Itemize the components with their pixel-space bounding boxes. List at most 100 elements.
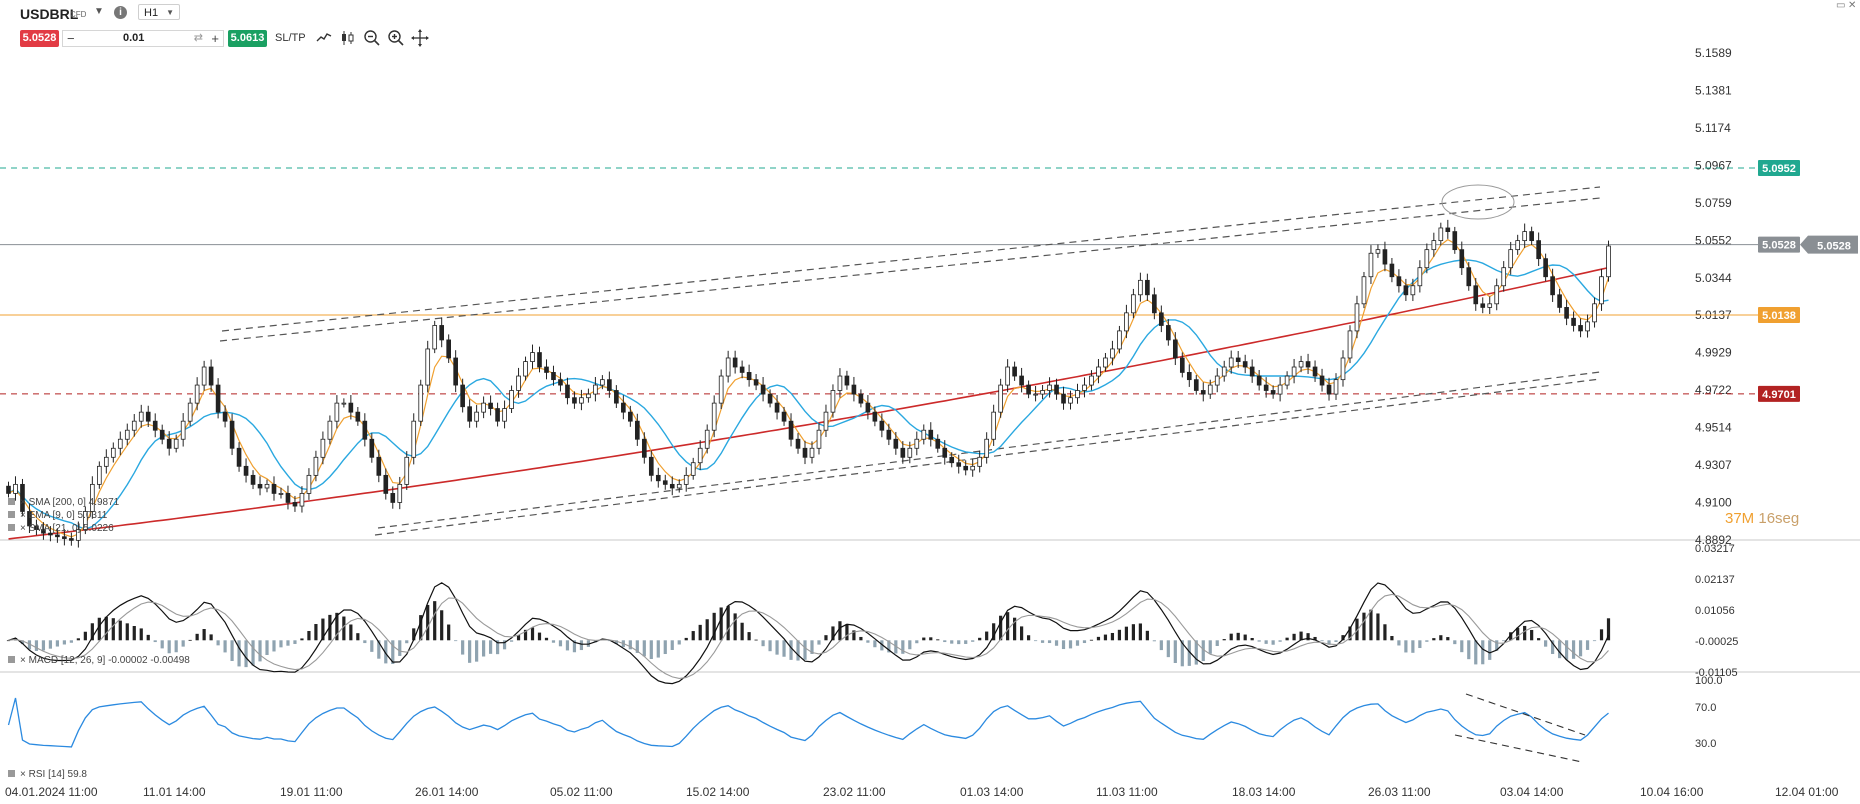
sell-button[interactable]: 5.0528 — [20, 30, 59, 47]
decrease-button[interactable]: − — [67, 31, 75, 46]
candle-body — [816, 429, 822, 449]
candle-body — [795, 438, 801, 449]
macd-histogram-bar — [1544, 640, 1548, 647]
candle-body — [1242, 361, 1248, 368]
macd-histogram-bar — [160, 640, 164, 649]
candle-body — [634, 420, 640, 440]
buy-button[interactable]: 5.0613 — [228, 30, 267, 47]
timeframe-select[interactable]: H1 ▼ — [138, 4, 180, 20]
candle-body — [1389, 263, 1395, 278]
candle-body — [921, 429, 927, 440]
macd-histogram-bar — [1061, 640, 1066, 650]
macd-histogram-bar — [1509, 632, 1513, 641]
macd-histogram-bar — [796, 640, 800, 661]
symbol-name[interactable]: USDBRL — [20, 6, 79, 22]
macd-histogram-bar — [873, 640, 877, 648]
macd-histogram-bar — [901, 640, 905, 654]
highlight-circle — [1441, 184, 1515, 220]
line-chart-icon[interactable] — [314, 28, 334, 48]
macd-histogram-bar — [76, 638, 80, 641]
macd-histogram-bar — [1068, 640, 1073, 649]
macd-histogram-bar — [663, 640, 667, 655]
legend-toggle-icon — [8, 770, 15, 777]
restore-window-icon[interactable]: ▭ — [1836, 0, 1846, 11]
swap-icon[interactable]: ⇄ — [193, 32, 203, 44]
candle-body — [760, 384, 766, 395]
candle-body — [1599, 276, 1604, 305]
candle-body — [348, 402, 354, 413]
candle-body — [1354, 303, 1360, 332]
macd-histogram-bar — [426, 604, 430, 641]
candlestick-icon[interactable] — [338, 28, 358, 48]
candle-body — [27, 511, 32, 527]
trendline — [219, 197, 1601, 342]
price-level-tag: 4.9701 — [1758, 385, 1800, 402]
macd-histogram-bar — [1082, 640, 1087, 644]
macd-histogram-bar — [1425, 640, 1429, 642]
sma-200-line — [8, 266, 1609, 540]
macd-histogram-bar — [810, 640, 814, 654]
candle-body — [1438, 227, 1444, 242]
macd-histogram-bar — [447, 624, 451, 641]
candle-body — [34, 525, 39, 530]
candle-body — [509, 390, 514, 409]
zoom-out-icon[interactable] — [362, 28, 382, 48]
macd-histogram-bar — [90, 623, 94, 641]
candle-body — [6, 485, 11, 494]
macd-histogram-bar — [370, 640, 374, 652]
macd-histogram-bar — [349, 624, 353, 641]
candle-body — [523, 361, 528, 377]
candle-body — [697, 447, 703, 464]
candle-body — [648, 456, 654, 476]
quantity-input[interactable]: 0.01 — [123, 32, 145, 44]
candle-body — [1249, 366, 1255, 377]
macd-histogram-bar — [1390, 636, 1394, 641]
candle-body — [1200, 390, 1206, 395]
macd-histogram-bar — [412, 628, 416, 641]
macd-histogram-bar — [1334, 640, 1338, 642]
macd-histogram-bar — [461, 640, 465, 655]
macd-histogram-bar — [789, 640, 793, 660]
macd-histogram-bar — [1173, 640, 1177, 663]
macd-histogram-bar — [265, 640, 269, 655]
candle-body — [76, 529, 81, 541]
macd-histogram-bar — [1571, 640, 1576, 659]
candle-body — [907, 447, 913, 458]
macd-histogram-bar — [999, 615, 1003, 641]
legend-toggle-icon — [8, 498, 15, 505]
rsi-trendline — [1454, 734, 1583, 763]
increase-button[interactable]: + — [211, 31, 219, 46]
crosshair-icon[interactable] — [410, 28, 430, 48]
macd-histogram-bar — [1467, 640, 1471, 660]
candle-body — [460, 384, 465, 408]
candle-body — [1522, 231, 1527, 242]
quantity-stepper[interactable]: − 0.01 ⇄ + — [62, 30, 224, 47]
macd-histogram-bar — [719, 607, 723, 641]
macd-y-tick-label: 0.02137 — [1695, 574, 1735, 586]
close-icon[interactable]: ✕ — [1848, 0, 1857, 11]
candle-body — [313, 456, 319, 476]
symbol-dropdown-icon[interactable]: ▼ — [94, 6, 104, 17]
candle-body — [551, 372, 556, 381]
candle-body — [1508, 249, 1514, 269]
candle-countdown: 37M 16seg — [1725, 510, 1799, 527]
macd-histogram-bar — [307, 630, 311, 641]
candle-body — [1186, 372, 1192, 381]
y-tick-label: 5.1589 — [1695, 46, 1732, 60]
macd-histogram-bar — [195, 633, 199, 641]
sltp-button[interactable]: SL/TP — [275, 32, 306, 44]
macd-histogram-bar — [1006, 612, 1010, 641]
macd-signal-line — [8, 593, 1609, 679]
candle-body — [159, 429, 165, 440]
macd-histogram-bar — [1397, 640, 1401, 646]
macd-histogram-bar — [565, 640, 570, 651]
info-icon[interactable]: i — [114, 6, 127, 19]
candle-body — [1515, 240, 1520, 251]
macd-histogram-bar — [824, 635, 828, 641]
macd-histogram-bar — [656, 640, 660, 658]
zoom-in-icon[interactable] — [386, 28, 406, 48]
candle-body — [614, 390, 619, 404]
macd-histogram-bar — [433, 601, 437, 641]
candle-body — [453, 357, 458, 386]
